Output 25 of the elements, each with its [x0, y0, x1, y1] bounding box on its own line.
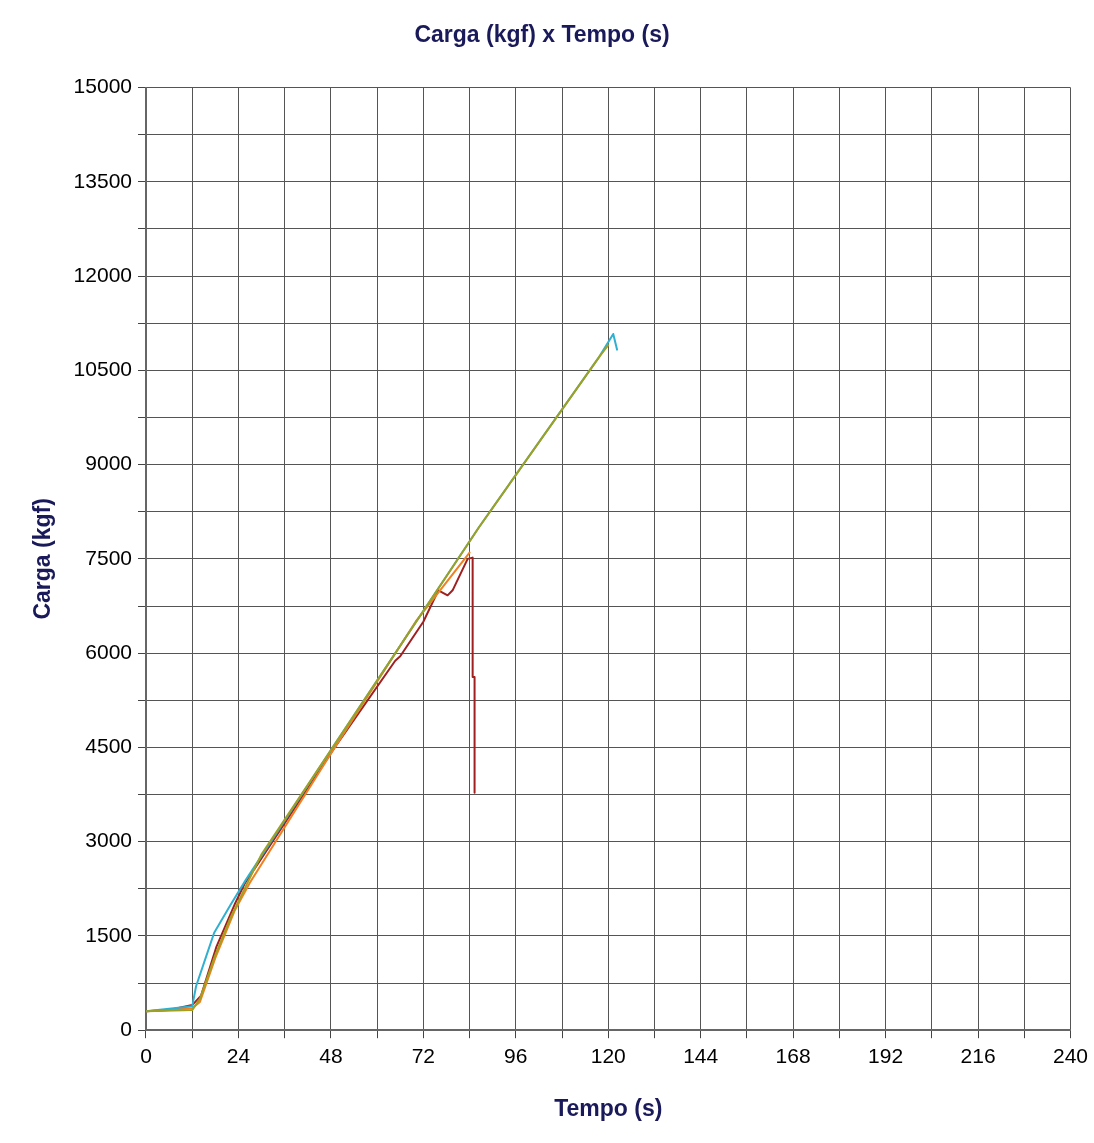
x-tick-label: 120 [590, 1043, 626, 1067]
x-axis-title: Tempo (s) [554, 1094, 663, 1121]
x-tick-label: 240 [1052, 1043, 1088, 1067]
y-tick-label: 10500 [73, 357, 132, 381]
x-tick-label: 168 [775, 1043, 811, 1067]
y-tick-label: 12000 [73, 262, 132, 286]
y-axis-title: Carga (kgf) [29, 498, 56, 620]
x-tick-label: 192 [868, 1043, 904, 1067]
y-tick-label: 0 [120, 1017, 132, 1040]
y-tick-label: 6000 [85, 639, 132, 663]
x-tick-label: 0 [140, 1043, 152, 1067]
chart-title: Carga (kgf) x Tempo (s) [414, 21, 670, 48]
x-tick-label: 72 [411, 1043, 436, 1067]
y-tick-label: 3000 [85, 828, 132, 852]
x-tick-label: 48 [319, 1043, 343, 1067]
x-tick-label: 144 [683, 1043, 719, 1067]
y-tick-label: 15000 [73, 74, 132, 98]
y-tick-label: 1500 [85, 922, 132, 946]
y-tick-label: 4500 [85, 734, 132, 758]
y-tick-label: 13500 [73, 168, 132, 192]
x-tick-label: 96 [504, 1043, 528, 1067]
x-tick-label: 216 [960, 1043, 996, 1067]
y-tick-label: 9000 [85, 451, 132, 475]
y-tick-label: 7500 [85, 545, 132, 569]
x-tick-label: 24 [226, 1043, 251, 1067]
